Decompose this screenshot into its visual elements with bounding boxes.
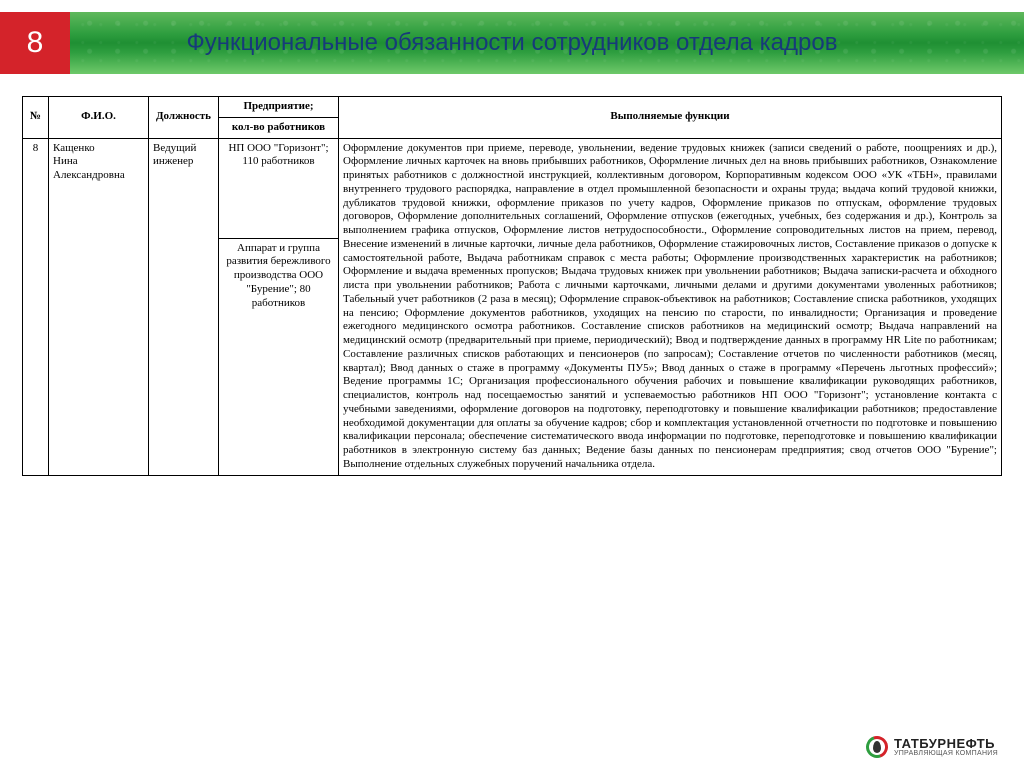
table-row: 8 Кащенко Нина Александровна Ведущий инж…	[23, 138, 1002, 238]
col-fun: Выполняемые функции	[339, 97, 1002, 139]
col-num: №	[23, 97, 49, 139]
table-header: № Ф.И.О. Должность Предприятие; Выполняе…	[23, 97, 1002, 139]
cell-enterprise-2: Аппарат и группа развития бережливого пр…	[219, 238, 339, 475]
brand-tagline: УПРАВЛЯЮЩАЯ КОМПАНИЯ	[894, 750, 998, 757]
col-pos: Должность	[149, 97, 219, 139]
footer-logo: ТАТБУРНЕФТЬ УПРАВЛЯЮЩАЯ КОМПАНИЯ	[866, 736, 998, 758]
col-ent-top: Предприятие;	[219, 97, 339, 118]
cell-num: 8	[23, 138, 49, 475]
cell-functions: Оформление документов при приеме, перево…	[339, 138, 1002, 475]
slide-title: Функциональные обязанности сотрудников о…	[0, 12, 1024, 74]
col-ent-bot: кол-во работников	[219, 117, 339, 138]
duties-table: № Ф.И.О. Должность Предприятие; Выполняе…	[22, 96, 1002, 476]
logo-icon	[866, 736, 888, 758]
slide: 8 Функциональные обязанности сотрудников…	[0, 0, 1024, 768]
cell-position: Ведущий инженер	[149, 138, 219, 475]
cell-enterprise-1: НП ООО "Горизонт"; 110 работников	[219, 138, 339, 238]
cell-fio: Кащенко Нина Александровна	[49, 138, 149, 475]
logo-text: ТАТБУРНЕФТЬ УПРАВЛЯЮЩАЯ КОМПАНИЯ	[894, 737, 998, 757]
brand-name: ТАТБУРНЕФТЬ	[894, 737, 998, 750]
content-table-wrap: № Ф.И.О. Должность Предприятие; Выполняе…	[22, 96, 1002, 716]
col-fio: Ф.И.О.	[49, 97, 149, 139]
